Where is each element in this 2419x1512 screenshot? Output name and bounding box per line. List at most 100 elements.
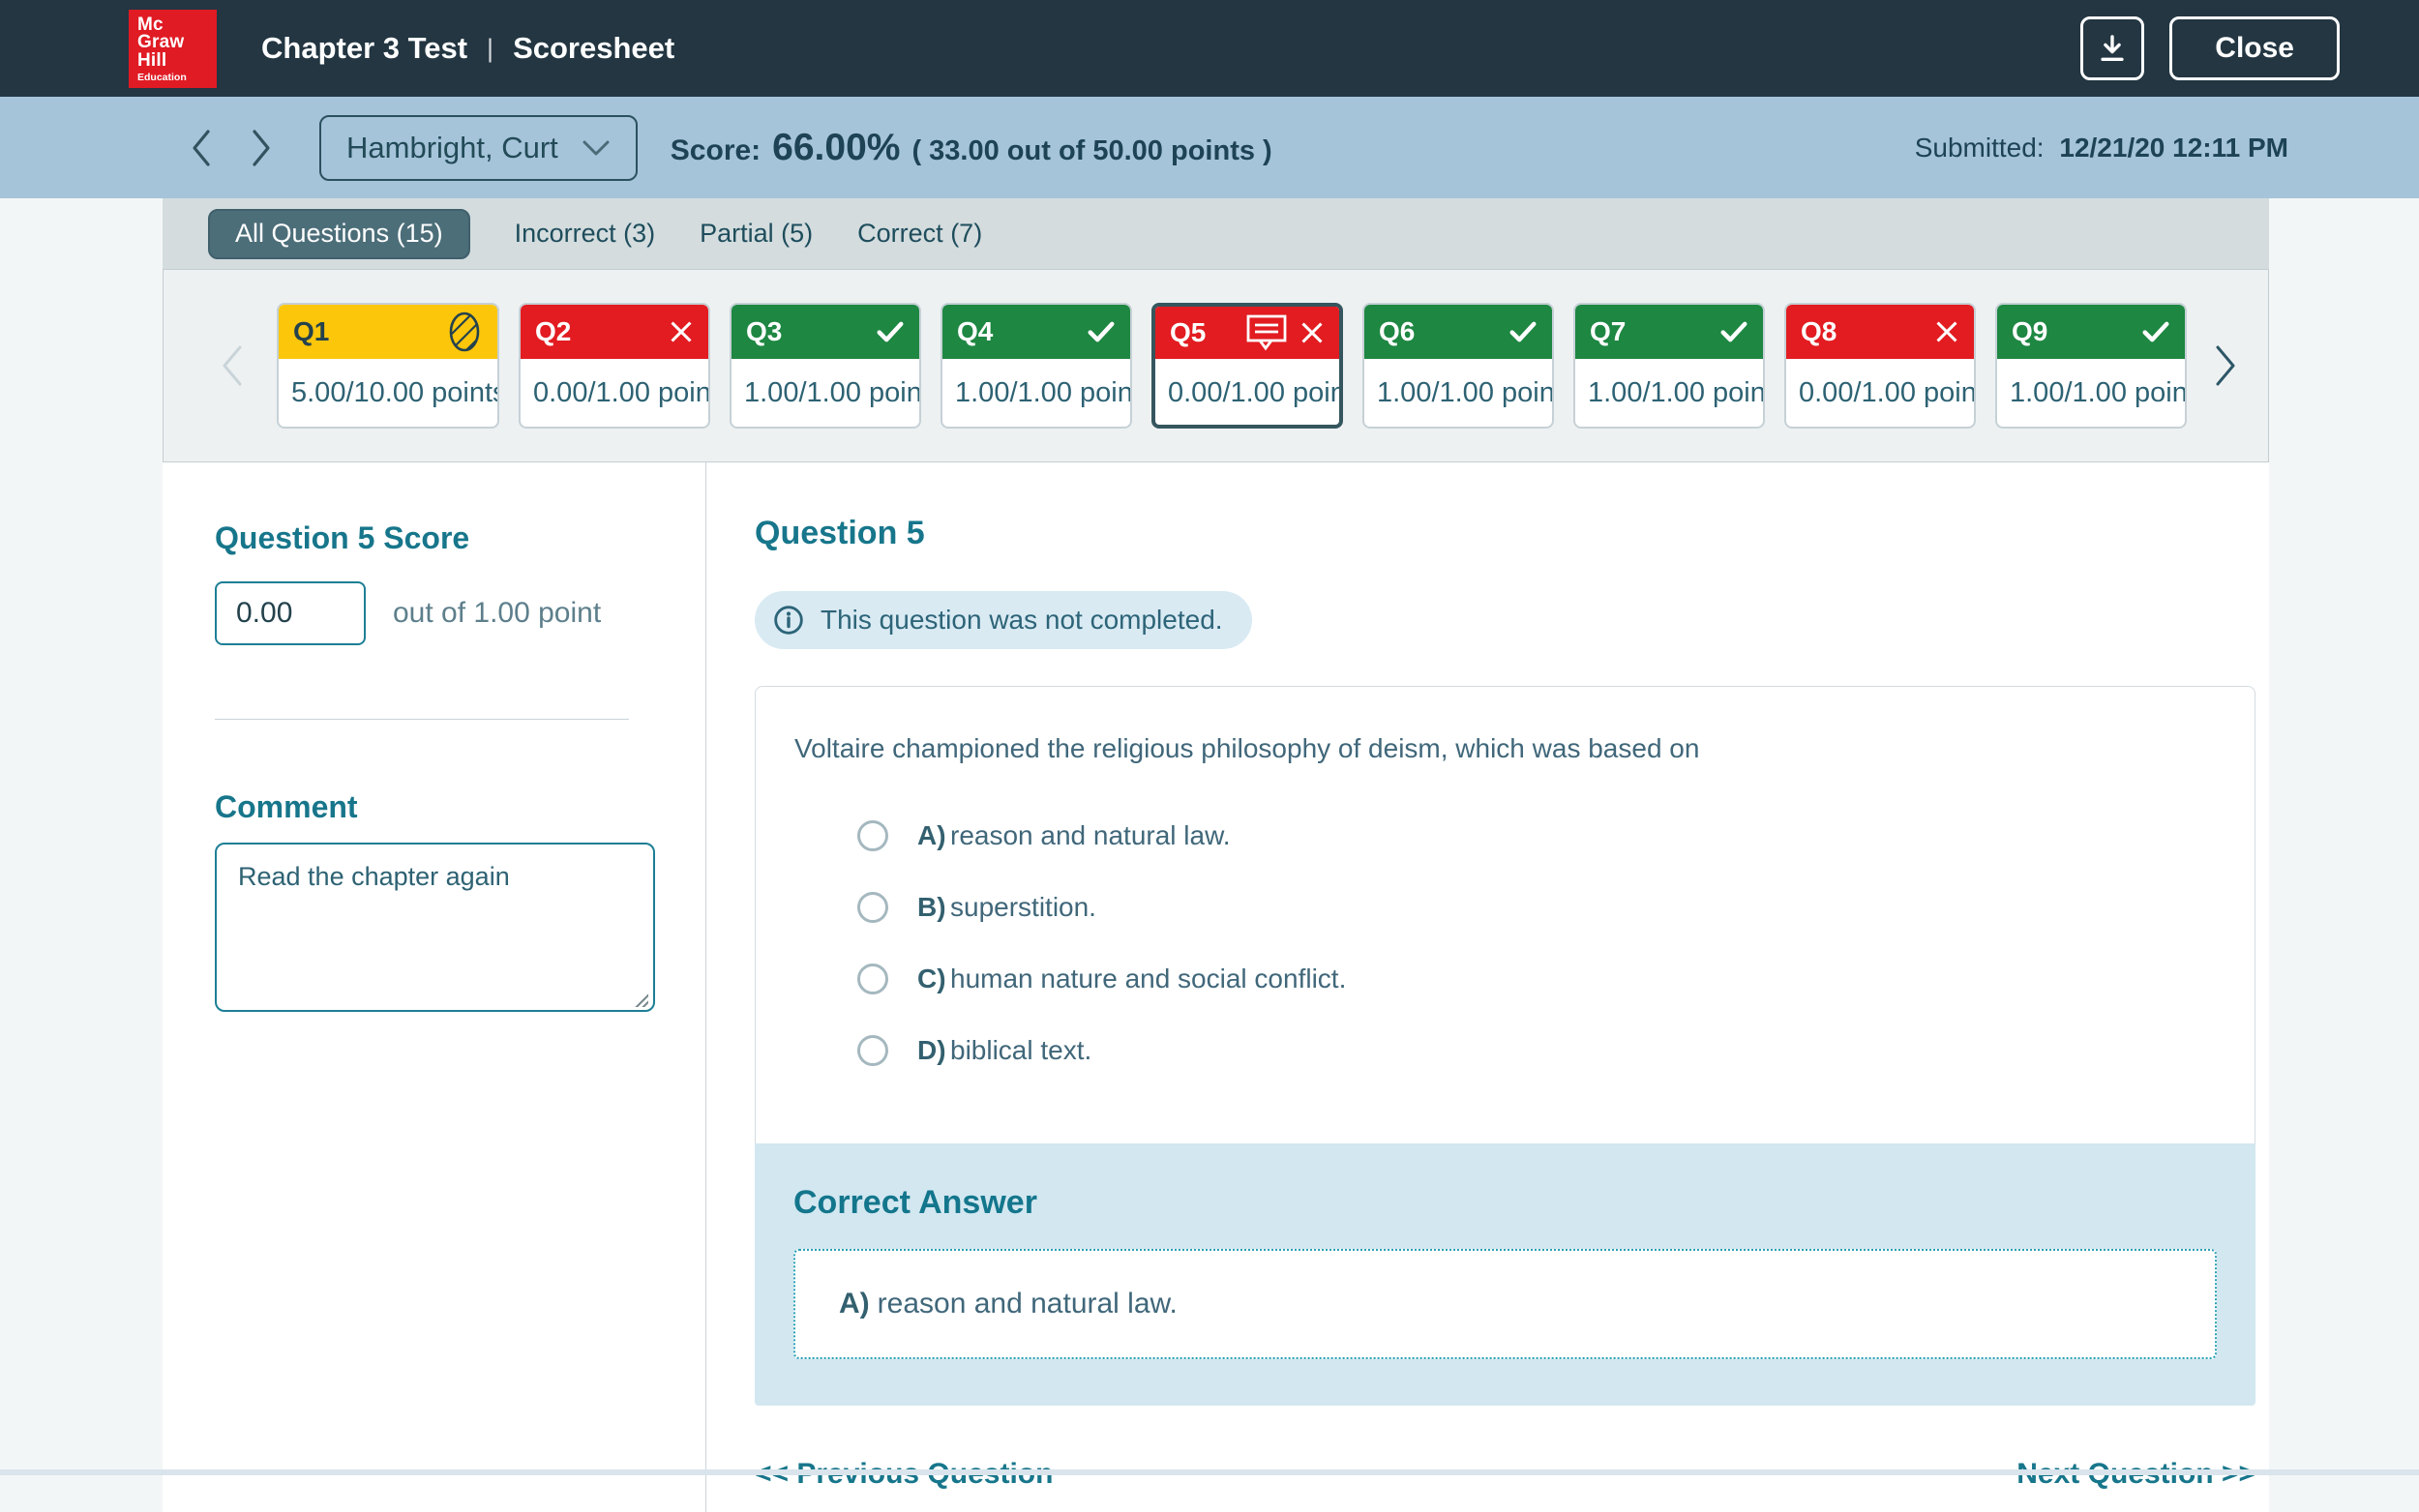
filter-tab[interactable]: Partial (5) <box>700 219 813 249</box>
question-detail-area: Question 5 Score out of 1.00 point Comme… <box>163 462 2269 1512</box>
check-icon <box>1088 321 1115 342</box>
next-student-button[interactable] <box>250 128 273 168</box>
question-status-text: This question was not completed. <box>821 605 1223 635</box>
filter-tab-label: Correct (7) <box>857 219 983 248</box>
submitted-value: 12/21/20 12:11 PM <box>2059 132 2288 163</box>
correct-answer-heading: Correct Answer <box>793 1184 1037 1221</box>
check-icon <box>2142 321 2169 342</box>
filter-tab[interactable]: All Questions (15) <box>208 208 470 259</box>
question-card-status-icons <box>669 319 694 344</box>
chevron-right-icon <box>2216 345 2235 386</box>
app-header: Mc Graw Hill Education Chapter 3 Test | … <box>0 0 2419 97</box>
radio-button[interactable] <box>857 964 888 994</box>
answer-option: D) biblical text. <box>857 1029 2216 1072</box>
close-button[interactable]: Close <box>2169 16 2340 80</box>
question-filter-tabs: All Questions (15) Incorrect (3) Partial… <box>163 198 2269 269</box>
x-icon <box>671 321 692 342</box>
page-title: Chapter 3 Test | Scoresheet <box>261 31 674 66</box>
score-input[interactable] <box>215 581 366 645</box>
question-card-points: 1.00/1.00 point <box>744 376 921 408</box>
option-label: D) biblical text. <box>917 1035 1092 1065</box>
download-button[interactable] <box>2080 16 2145 80</box>
question-card-status-icons <box>1719 320 1748 343</box>
title-separator: | <box>487 33 494 63</box>
question-card[interactable]: Q8 0.00/1.00 point <box>1784 303 1976 429</box>
question-card-id: Q5 <box>1170 317 1207 347</box>
question-card-header: Q3 <box>732 305 919 359</box>
comment-textarea[interactable]: Read the chapter again <box>215 843 655 1012</box>
question-card-header: Q8 <box>1786 305 1974 359</box>
filter-tab-label: Incorrect (3) <box>514 219 656 248</box>
carousel-scroll-right-button[interactable] <box>2213 343 2238 388</box>
page-bottom-strip <box>0 1469 2419 1475</box>
question-card-points: 1.00/1.00 point <box>1588 376 1765 408</box>
correct-answer-box: A) reason and natural law. <box>793 1249 2217 1359</box>
question-card-status-icons <box>876 320 905 343</box>
question-card-id: Q3 <box>746 316 783 346</box>
question-score-heading: Question 5 Score <box>215 520 470 555</box>
logo-line: Hill <box>137 49 167 71</box>
logo-line: Graw <box>137 32 185 52</box>
question-card-status-icons <box>446 309 483 355</box>
view-title: Scoresheet <box>513 31 675 65</box>
question-card-id: Q1 <box>293 316 330 346</box>
radio-button[interactable] <box>857 820 888 851</box>
previous-student-button[interactable] <box>190 128 213 168</box>
question-card-points: 1.00/1.00 point <box>955 376 1132 408</box>
radio-button[interactable] <box>857 892 888 923</box>
score-detail: ( 33.00 out of 50.00 points ) <box>911 134 1272 166</box>
check-icon <box>877 321 904 342</box>
question-card-id: Q2 <box>535 316 572 346</box>
question-card-status-icons <box>1087 320 1116 343</box>
score-label: Score: <box>670 133 762 166</box>
question-panel: Question 5 This question was not complet… <box>706 462 2269 1512</box>
question-card[interactable]: Q7 1.00/1.00 point <box>1573 303 1765 429</box>
chevron-left-icon <box>193 129 210 166</box>
filter-tab[interactable]: Correct (7) <box>857 219 982 249</box>
check-icon <box>1720 321 1747 342</box>
question-card-header: Q7 <box>1575 305 1763 359</box>
question-card-points: 5.00/10.00 points <box>291 376 499 408</box>
question-card-points: 1.00/1.00 point <box>1377 376 1554 408</box>
assignment-title: Chapter 3 Test <box>261 31 468 65</box>
question-card-status-icons <box>1508 320 1538 343</box>
question-content-box: Voltaire championed the religious philos… <box>755 686 2255 1143</box>
question-card-id: Q9 <box>2012 316 2048 346</box>
question-card-header: Q4 <box>942 305 1130 359</box>
mcgraw-hill-logo: Mc Graw Hill Education <box>129 9 217 88</box>
info-icon <box>774 606 803 635</box>
question-card[interactable]: Q3 1.00/1.00 point <box>730 303 921 429</box>
question-card-row: Q1 5.00/10.00 points Q2 <box>277 303 2218 429</box>
answer-option: C) human nature and social conflict. <box>857 958 2216 1000</box>
answer-option: A) reason and natural law. <box>857 815 2216 857</box>
question-card[interactable]: Q9 1.00/1.00 point <box>1995 303 2187 429</box>
filter-tab-label: All Questions (15) <box>235 219 443 248</box>
question-card-header: Q9 <box>1997 305 2185 359</box>
partial-credit-icon <box>449 311 480 352</box>
chevron-right-icon <box>253 129 270 166</box>
option-label: A) reason and natural law. <box>917 820 1231 850</box>
question-card[interactable]: Q2 0.00/1.00 point <box>519 303 710 429</box>
filter-tab[interactable]: Incorrect (3) <box>515 219 656 249</box>
correct-answer-letter: A) <box>839 1288 870 1319</box>
question-card-points: 0.00/1.00 point <box>533 376 710 408</box>
score-percent: 66.00% <box>772 126 901 168</box>
question-card[interactable]: Q1 5.00/10.00 points <box>277 303 499 429</box>
question-card-status-icons <box>2141 320 2170 343</box>
comment-heading: Comment <box>215 789 358 824</box>
question-card-header: Q2 <box>521 305 708 359</box>
question-card-id: Q7 <box>1590 316 1627 346</box>
question-card[interactable]: Q4 1.00/1.00 point <box>941 303 1132 429</box>
student-selector-dropdown[interactable]: Hambright, Curt <box>319 114 638 181</box>
question-card[interactable]: Q6 1.00/1.00 point <box>1362 303 1554 429</box>
score-edit-panel: Question 5 Score out of 1.00 point Comme… <box>163 462 706 1512</box>
student-name: Hambright, Curt <box>346 130 558 164</box>
correct-answer-section: Correct Answer A) reason and natural law. <box>755 1143 2255 1406</box>
x-icon <box>1301 322 1323 343</box>
carousel-scroll-left-button[interactable] <box>220 343 245 388</box>
question-card-id: Q8 <box>1801 316 1837 346</box>
question-card-id: Q6 <box>1379 316 1416 346</box>
radio-button[interactable] <box>857 1035 888 1066</box>
question-title: Question 5 <box>755 515 925 551</box>
question-card[interactable]: Q5 0.00/1.00 point <box>1151 303 1343 429</box>
